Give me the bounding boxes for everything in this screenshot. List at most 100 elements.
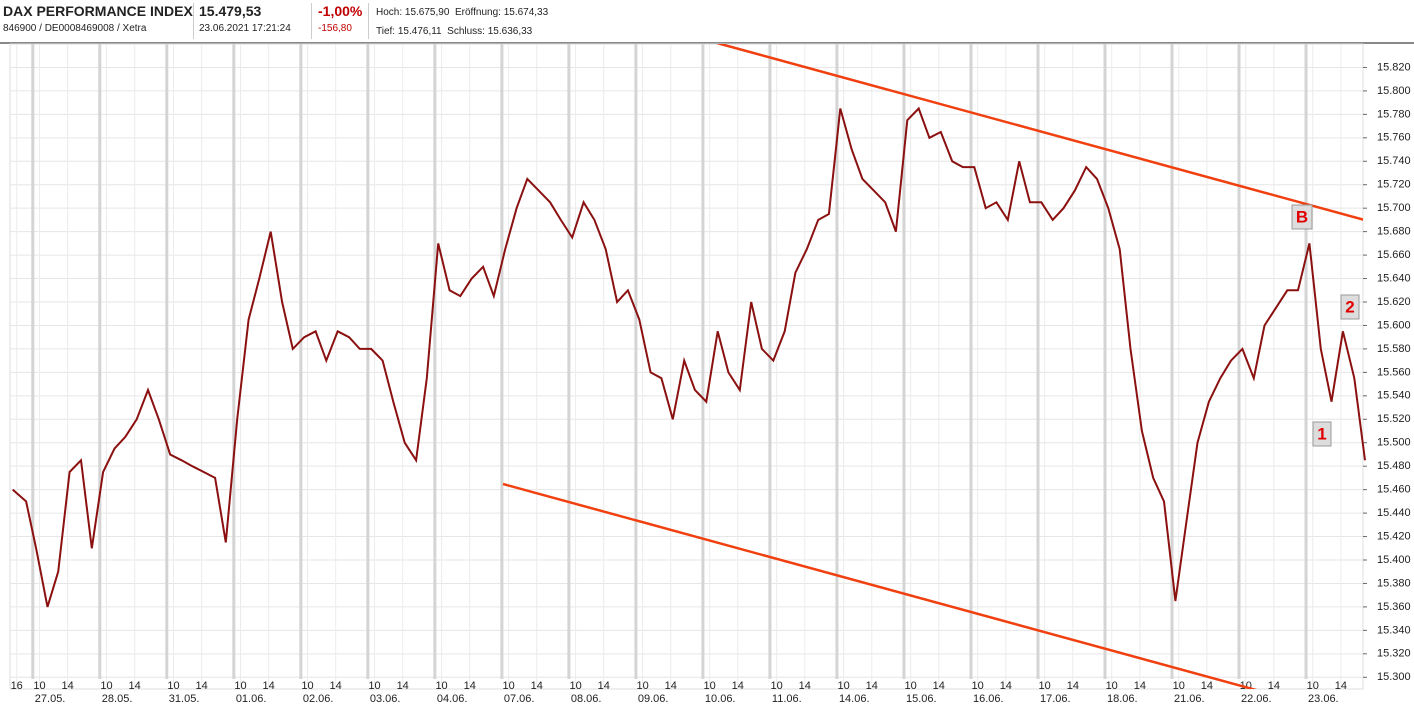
date-label: 17.06. — [1040, 693, 1071, 705]
date-label: 31.05. — [169, 693, 200, 705]
y-tick-label: 15.600 — [1377, 319, 1411, 331]
x-tick-label: 14 — [1268, 680, 1280, 692]
label-box — [1291, 204, 1313, 230]
y-tick-label: 15.660 — [1377, 249, 1411, 261]
x-tick-label: 10 — [167, 680, 179, 692]
date-label: 07.06. — [504, 693, 535, 705]
ids: 846900 / DE0008469008 / Xetra — [3, 23, 147, 34]
row1: Hoch: 15.675,90 Eröffnung: 15.674,33 — [376, 7, 596, 18]
x-tick-label: 10 — [100, 680, 112, 692]
price-line — [12, 106, 1366, 608]
change-pct: -1,00% — [318, 3, 363, 19]
y-tick-label: 15.640 — [1377, 272, 1411, 284]
change-col: -1,00% -156,80 — [318, 3, 369, 39]
x-tick-label: 14 — [665, 680, 677, 692]
y-tick-label: 15.520 — [1377, 413, 1411, 425]
y-tick-label: 15.800 — [1377, 85, 1411, 97]
quote-header: DAX PERFORMANCE INDEX 846900 / DE0008469… — [0, 0, 1414, 44]
x-tick-label: 10 — [1039, 680, 1051, 692]
date-label: 01.06. — [236, 693, 267, 705]
x-tick-label: 10 — [569, 680, 581, 692]
date-label: 28.05. — [102, 693, 133, 705]
x-tick-label: 10 — [234, 680, 246, 692]
y-tick-label: 15.440 — [1377, 507, 1411, 519]
wave-label: B — [1296, 207, 1308, 226]
label-box — [1340, 294, 1360, 320]
y-tick-label: 15.540 — [1377, 390, 1411, 402]
y-tick-label: 15.320 — [1377, 648, 1411, 660]
x-tick-label: 10 — [368, 680, 380, 692]
date-label: 14.06. — [839, 693, 870, 705]
x-tick-label: 10 — [1173, 680, 1185, 692]
x-tick-label: 14 — [1067, 680, 1079, 692]
price: 15.479,53 — [199, 3, 262, 19]
y-tick-label: 15.620 — [1377, 296, 1411, 308]
x-tick-label: 14 — [598, 680, 610, 692]
date-label: 04.06. — [437, 693, 468, 705]
wave-label: 2 — [1345, 297, 1354, 316]
high: Hoch: 15.675,90 — [376, 7, 450, 18]
wave-labels: B 2 1 — [1291, 204, 1360, 447]
y-tick-label: 15.460 — [1377, 484, 1411, 496]
x-tick-label: 14 — [866, 680, 878, 692]
label-box — [1312, 421, 1332, 447]
close: Schluss: 15.636,33 — [447, 26, 533, 37]
x-tick-label: 14 — [531, 680, 543, 692]
x-tick-label: 10 — [33, 680, 45, 692]
x-tick-label: 14 — [62, 680, 74, 692]
date-label: 11.06. — [772, 693, 802, 705]
y-tick-label: 15.300 — [1377, 671, 1411, 683]
x-tick-label: 14 — [464, 680, 476, 692]
x-tick-label: 14 — [1134, 680, 1146, 692]
open: Eröffnung: 15.674,33 — [454, 7, 549, 18]
x-tick-label: 10 — [502, 680, 514, 692]
wave-label: 1 — [1317, 424, 1326, 443]
x-tick-label: 14 — [933, 680, 945, 692]
y-tick-label: 15.740 — [1377, 155, 1411, 167]
timestamp: 23.06.2021 17:21:24 — [199, 23, 291, 34]
trendlines — [502, 44, 1363, 689]
change-abs: -156,80 — [318, 23, 352, 34]
x-tick-label: 10 — [703, 680, 715, 692]
x-tick-label: 14 — [397, 680, 409, 692]
x-tick-label: 10 — [838, 680, 850, 692]
x-tick-label: 10 — [435, 680, 447, 692]
x-tick-label: 16 — [11, 680, 23, 692]
x-tick-label: 14 — [330, 680, 342, 692]
x-tick-label: 14 — [1201, 680, 1213, 692]
index-name: DAX PERFORMANCE INDEX — [3, 3, 193, 19]
row2: Tief: 15.476,11 Schluss: 15.636,33 — [376, 26, 596, 37]
date-label: 21.06. — [1174, 693, 1205, 705]
date-label: 08.06. — [571, 693, 602, 705]
y-tick-label: 15.560 — [1377, 366, 1411, 378]
y-tick-label: 15.760 — [1377, 132, 1411, 144]
x-tick-label: 14 — [1000, 680, 1012, 692]
price-col: 15.479,53 23.06.2021 17:21:24 — [199, 3, 312, 39]
x-tick-label: 10 — [636, 680, 648, 692]
date-label: 18.06. — [1107, 693, 1138, 705]
stats-col: Hoch: 15.675,90 Eröffnung: 15.674,33 Tie… — [376, 3, 596, 39]
date-label: 16.06. — [973, 693, 1004, 705]
date-label: 10.06. — [705, 693, 736, 705]
date-label: 22.06. — [1241, 693, 1272, 705]
y-tick-label: 15.340 — [1377, 624, 1411, 636]
name-col: DAX PERFORMANCE INDEX 846900 / DE0008469… — [3, 3, 194, 39]
x-tick-label: 10 — [972, 680, 984, 692]
x-tick-label: 10 — [1106, 680, 1118, 692]
x-tick-label: 14 — [263, 680, 275, 692]
trendline-upper — [716, 44, 1363, 221]
x-tick-label: 14 — [196, 680, 208, 692]
y-tick-label: 15.420 — [1377, 530, 1411, 542]
x-tick-label: 14 — [1335, 680, 1347, 692]
x-tick-label: 14 — [799, 680, 811, 692]
y-tick-label: 15.380 — [1377, 577, 1411, 589]
y-tick-label: 15.780 — [1377, 108, 1411, 120]
y-tick-label: 15.500 — [1377, 437, 1411, 449]
low: Tief: 15.476,11 — [376, 26, 442, 37]
y-tick-label: 15.400 — [1377, 554, 1411, 566]
x-tick-label: 10 — [1307, 680, 1319, 692]
x-tick-label: 10 — [905, 680, 917, 692]
y-tick-label: 15.480 — [1377, 460, 1411, 472]
x-tick-label: 10 — [771, 680, 783, 692]
